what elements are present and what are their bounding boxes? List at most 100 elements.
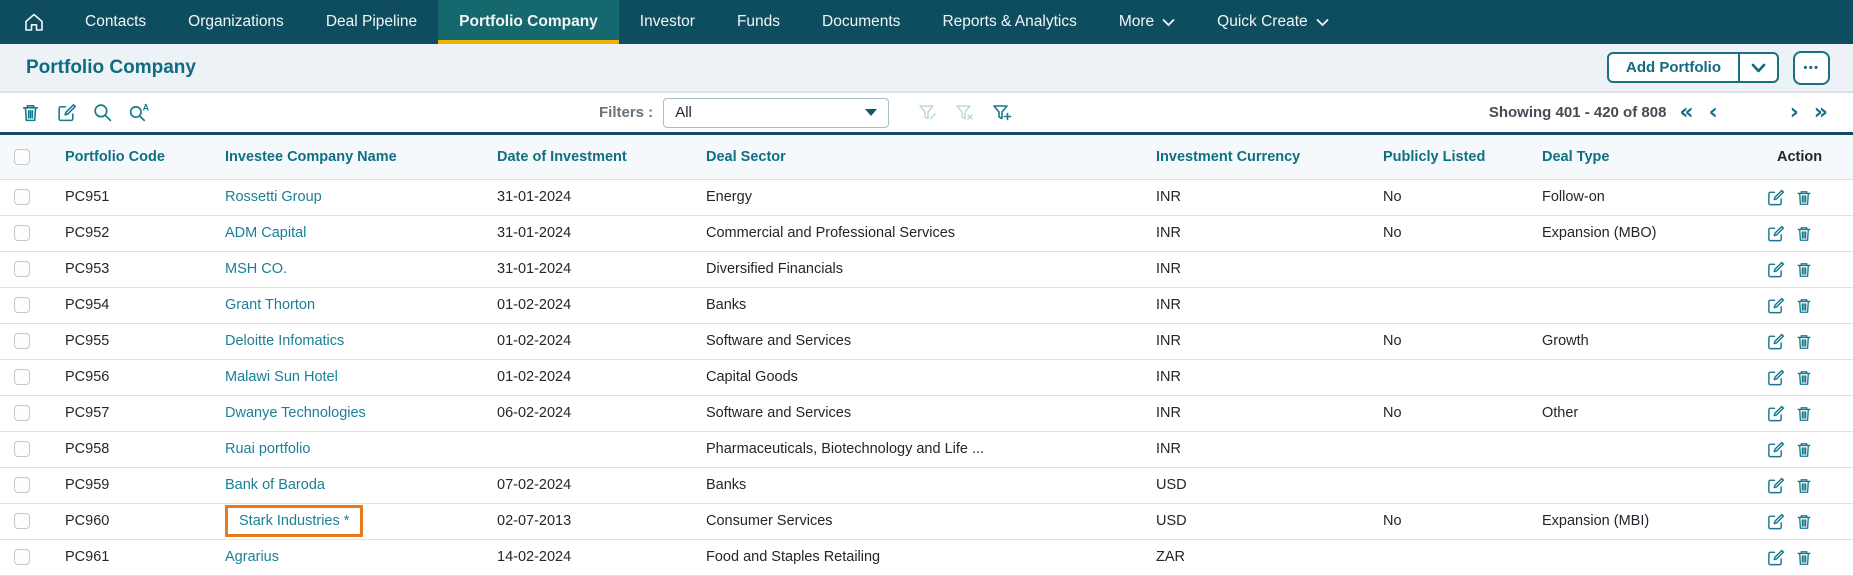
column-header[interactable]: Portfolio Code <box>48 135 208 180</box>
investee-company-link[interactable]: Stark Industries * <box>239 513 350 529</box>
column-header[interactable]: Action <box>1760 135 1853 180</box>
clear-filter-icon[interactable] <box>955 103 975 122</box>
row-delete-icon[interactable] <box>1795 368 1813 387</box>
row-edit-icon[interactable] <box>1766 224 1785 243</box>
row-checkbox[interactable] <box>14 513 30 530</box>
investee-company-link[interactable]: Grant Thorton <box>225 297 316 313</box>
row-edit-icon[interactable] <box>1766 440 1785 459</box>
nav-item[interactable]: Funds <box>716 0 801 44</box>
add-filter-icon[interactable] <box>992 103 1012 122</box>
investee-company-link[interactable]: Ruai portfolio <box>225 441 311 457</box>
column-header[interactable]: Deal Sector <box>689 135 1139 180</box>
investee-company-link[interactable]: Malawi Sun Hotel <box>225 369 338 385</box>
investee-company-link[interactable]: MSH CO. <box>225 261 288 277</box>
edit-filter-icon[interactable] <box>918 103 938 122</box>
row-checkbox[interactable] <box>14 477 30 494</box>
add-portfolio-button[interactable]: Add Portfolio <box>1626 59 1721 76</box>
cell-date-of-investment: 01-02-2024 <box>480 359 689 396</box>
row-edit-icon[interactable] <box>1766 260 1785 279</box>
nav-item[interactable]: Deal Pipeline <box>305 0 438 44</box>
row-delete-icon[interactable] <box>1795 224 1813 243</box>
cell-actions <box>1760 359 1853 396</box>
row-checkbox[interactable] <box>14 549 30 566</box>
home-button[interactable] <box>0 0 64 44</box>
cell-publicly-listed <box>1366 251 1525 288</box>
previous-page-button[interactable]: ‹ <box>1708 99 1718 125</box>
row-checkbox-cell <box>0 287 48 324</box>
cell-publicly-listed: No <box>1366 323 1525 360</box>
nav-item[interactable]: Organizations <box>167 0 305 44</box>
row-delete-icon[interactable] <box>1795 296 1813 315</box>
nav-item[interactable]: Investor <box>619 0 716 44</box>
row-edit-icon[interactable] <box>1766 368 1785 387</box>
row-checkbox-cell <box>0 395 48 432</box>
table-row: PC958 Ruai portfolio Pharmaceuticals, Bi… <box>0 431 1853 468</box>
investee-company-link[interactable]: Bank of Baroda <box>225 477 325 493</box>
nav-item[interactable]: Portfolio Company <box>438 0 619 44</box>
row-edit-icon[interactable] <box>1766 404 1785 423</box>
column-header[interactable]: Deal Type <box>1525 135 1760 180</box>
row-checkbox[interactable] <box>14 261 30 278</box>
row-checkbox[interactable] <box>14 297 30 314</box>
row-delete-icon[interactable] <box>1795 188 1813 207</box>
nav-item-label: Documents <box>822 13 901 30</box>
nav-item-more[interactable]: More <box>1098 0 1196 44</box>
filters-dropdown[interactable]: All <box>663 97 890 128</box>
cell-deal-sector: Commercial and Professional Services <box>689 215 1139 252</box>
row-checkbox[interactable] <box>14 189 30 206</box>
nav-item-quick-create[interactable]: Quick Create <box>1196 0 1349 44</box>
row-edit-icon[interactable] <box>1766 548 1785 567</box>
row-checkbox[interactable] <box>14 369 30 386</box>
cell-deal-sector: Software and Services <box>689 395 1139 432</box>
nav-item[interactable]: Documents <box>801 0 921 44</box>
column-header[interactable]: Investee Company Name <box>208 135 480 180</box>
next-page-button[interactable]: › <box>1789 99 1799 125</box>
last-page-button[interactable]: » <box>1813 99 1828 125</box>
delete-button[interactable] <box>20 102 41 123</box>
advanced-search-icon[interactable]: A <box>128 102 151 123</box>
investee-company-link[interactable]: Deloitte Infomatics <box>225 333 345 349</box>
edit-button[interactable] <box>56 102 77 123</box>
select-all-checkbox[interactable] <box>14 148 30 165</box>
row-delete-icon[interactable] <box>1795 404 1813 423</box>
search-icon[interactable] <box>92 102 113 123</box>
column-header[interactable]: Date of Investment <box>480 135 689 180</box>
row-checkbox-cell <box>0 323 48 360</box>
row-edit-icon[interactable] <box>1766 296 1785 315</box>
nav-item[interactable]: Contacts <box>64 0 167 44</box>
column-header[interactable]: Investment Currency <box>1139 135 1366 180</box>
row-delete-icon[interactable] <box>1795 440 1813 459</box>
cell-investment-currency: INR <box>1139 179 1366 216</box>
investee-company-link[interactable]: ADM Capital <box>225 225 307 241</box>
cell-actions <box>1760 215 1853 252</box>
row-edit-icon[interactable] <box>1766 188 1785 207</box>
row-checkbox[interactable] <box>14 225 30 242</box>
header-actions: Add Portfolio ••• <box>1607 50 1830 85</box>
row-checkbox[interactable] <box>14 441 30 458</box>
row-edit-icon[interactable] <box>1766 476 1785 495</box>
investee-company-link[interactable]: Agrarius <box>225 549 279 565</box>
row-checkbox[interactable] <box>14 405 30 422</box>
row-delete-icon[interactable] <box>1795 476 1813 495</box>
cell-portfolio-code: PC956 <box>48 359 208 396</box>
row-edit-icon[interactable] <box>1766 332 1785 351</box>
add-portfolio-dropdown-button[interactable] <box>1738 54 1777 81</box>
row-edit-icon[interactable] <box>1766 512 1785 531</box>
cell-investment-currency: INR <box>1139 431 1366 468</box>
row-delete-icon[interactable] <box>1795 548 1813 567</box>
column-header[interactable]: Publicly Listed <box>1366 135 1525 180</box>
row-delete-icon[interactable] <box>1795 260 1813 279</box>
investee-company-link[interactable]: Dwanye Technologies <box>225 405 366 421</box>
more-options-button[interactable]: ••• <box>1793 50 1830 85</box>
row-delete-icon[interactable] <box>1795 512 1813 531</box>
cell-investment-currency: INR <box>1139 359 1366 396</box>
first-page-button[interactable]: « <box>1679 99 1694 125</box>
row-checkbox[interactable] <box>14 333 30 350</box>
cell-deal-sector: Diversified Financials <box>689 251 1139 288</box>
nav-item[interactable]: Reports & Analytics <box>921 0 1097 44</box>
investee-name-highlight: Bank of Baroda <box>225 477 325 493</box>
investee-company-link[interactable]: Rossetti Group <box>225 189 322 205</box>
row-delete-icon[interactable] <box>1795 332 1813 351</box>
table-row: PC952 ADM Capital 31-01-2024 Commercial … <box>0 215 1853 252</box>
ellipsis-icon: ••• <box>1803 61 1820 74</box>
